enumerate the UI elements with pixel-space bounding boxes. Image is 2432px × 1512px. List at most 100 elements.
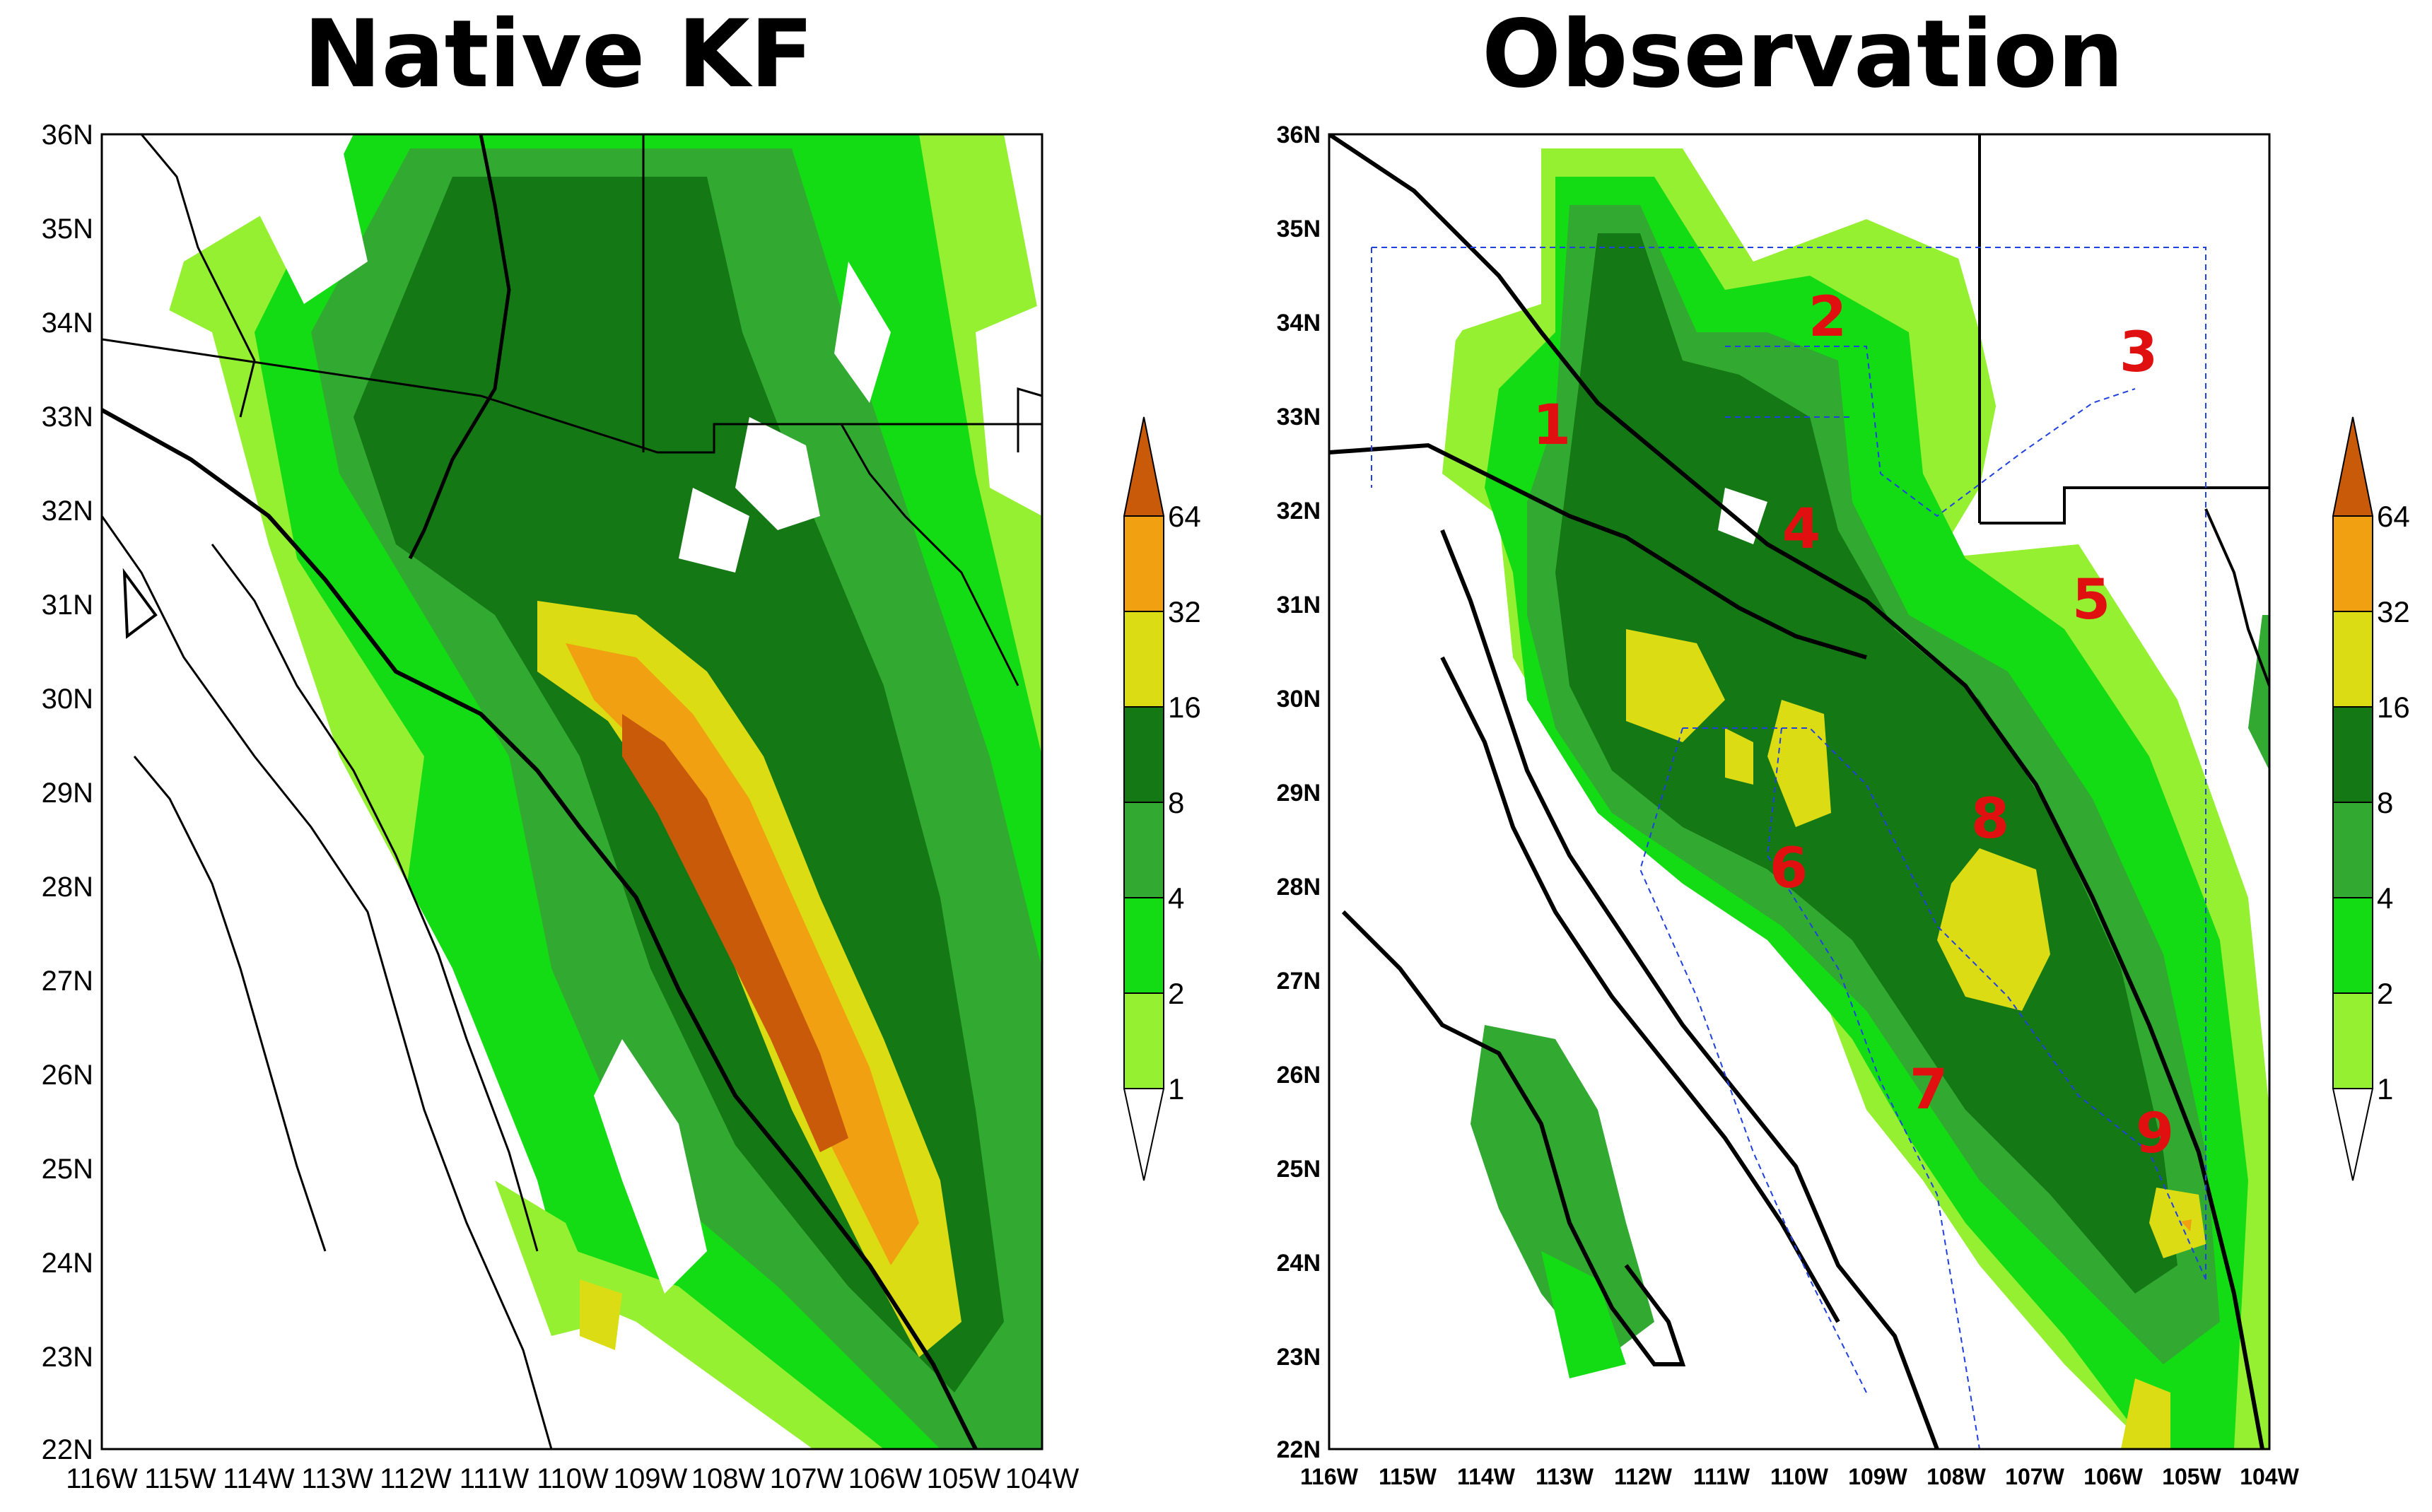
lon-tick-label: 109W [1848, 1464, 1907, 1489]
lon-tick-label: 107W [2005, 1464, 2064, 1489]
right-panel-title: Observation [1481, 0, 2124, 109]
cb-label: 2 [2377, 977, 2393, 1010]
lon-tick-label: 115W [144, 1463, 216, 1494]
lat-tick-label: 27N [1277, 968, 1321, 995]
left-colorbar: 64 32 16 8 4 2 1 [1110, 410, 1223, 1191]
lon-axis: 116W 115W 114W 113W 112W 111W 110W 109W … [1300, 1464, 2300, 1489]
region-label-8: 8 [1971, 787, 2009, 851]
lon-tick-label: 108W [691, 1463, 766, 1494]
lat-tick-label: 24N [1277, 1250, 1321, 1277]
lat-tick-label: 32N [1277, 498, 1321, 524]
lat-tick-label: 28N [1277, 874, 1321, 901]
coastlines [102, 134, 1042, 1449]
lat-tick-label: 25N [1277, 1156, 1321, 1183]
cb-label: 32 [2377, 595, 2410, 628]
lat-tick-label: 22N [1277, 1436, 1321, 1463]
lon-tick-label: 111W [460, 1463, 530, 1494]
lon-tick-label: 105W [2162, 1464, 2221, 1489]
cb-label: 1 [2377, 1072, 2393, 1106]
lat-tick-label: 31N [42, 590, 93, 621]
region-number-labels: 1 2 3 4 5 6 7 8 9 [1533, 286, 2174, 1166]
cb-label: 32 [1168, 595, 1201, 628]
lon-tick-label: 114W [223, 1463, 295, 1494]
lon-tick-label: 116W [66, 1463, 138, 1494]
observation-map-panel: 1 2 3 4 5 6 7 8 9 36N 35N 34N 33N 32N 31… [1230, 120, 2333, 1512]
lat-tick-label: 34N [1277, 310, 1321, 336]
left-panel-title: Native KF [303, 0, 814, 109]
lat-tick-label: 24N [42, 1248, 93, 1279]
lat-tick-label: 30N [1277, 686, 1321, 713]
map-frame [100, 133, 1043, 1451]
lat-axis: 36N 35N 34N 33N 32N 31N 30N 29N 28N 27N … [42, 120, 93, 1465]
observation-map: 1 2 3 4 5 6 7 8 9 36N 35N 34N 33N 32N 31… [1277, 122, 2300, 1489]
cb-label: 2 [1168, 977, 1184, 1010]
lon-tick-label: 106W [848, 1463, 923, 1494]
cb-triangle-bottom [2332, 1088, 2374, 1181]
lon-tick-label: 110W [1770, 1464, 1829, 1489]
lat-tick-label: 28N [42, 872, 93, 903]
lon-tick-label: 106W [2083, 1464, 2143, 1489]
cb-label: 16 [2377, 691, 2410, 724]
lon-tick-label: 107W [770, 1463, 844, 1494]
cb-label: 8 [1168, 786, 1184, 819]
cb-label: 16 [1168, 691, 1201, 724]
lat-tick-label: 29N [42, 778, 93, 809]
lat-tick-label: 32N [42, 496, 93, 527]
region-label-7: 7 [1910, 1058, 1948, 1122]
region-boundaries [1371, 247, 2206, 1449]
coastlines [1329, 134, 2269, 1449]
lon-tick-label: 105W [927, 1463, 1001, 1494]
lat-tick-label: 25N [42, 1154, 93, 1185]
region-label-9: 9 [2136, 1102, 2174, 1166]
right-colorbar: 64 32 16 8 4 2 1 [2319, 410, 2432, 1191]
lat-tick-label: 36N [42, 120, 93, 151]
lat-axis: 36N 35N 34N 33N 32N 31N 30N 29N 28N 27N … [1277, 122, 1321, 1463]
map-frame [1328, 133, 2271, 1451]
native-kf-map: 36N 35N 34N 33N 32N 31N 30N 29N 28N 27N … [42, 120, 1080, 1494]
lon-tick-label: 109W [614, 1463, 688, 1494]
lon-tick-label: 115W [1379, 1464, 1437, 1489]
lat-tick-label: 26N [42, 1060, 93, 1091]
lon-tick-label: 114W [1457, 1464, 1516, 1489]
lon-tick-label: 112W [380, 1463, 452, 1494]
lon-tick-label: 111W [1693, 1464, 1750, 1489]
cb-label: 64 [2377, 500, 2410, 533]
lat-tick-label: 23N [1277, 1344, 1321, 1371]
lat-tick-label: 33N [42, 402, 93, 433]
cb-triangle-top [1123, 416, 1165, 517]
lon-tick-label: 104W [1005, 1463, 1080, 1494]
region-label-5: 5 [2072, 568, 2110, 632]
cb-label: 64 [1168, 500, 1201, 533]
lat-tick-label: 30N [42, 684, 93, 715]
lat-tick-label: 35N [42, 213, 93, 245]
native-kf-map-panel: 36N 35N 34N 33N 32N 31N 30N 29N 28N 27N … [0, 120, 1089, 1512]
cb-triangle-bottom [1123, 1088, 1165, 1181]
lat-tick-label: 27N [42, 966, 93, 997]
lat-tick-label: 34N [42, 307, 93, 339]
region-label-6: 6 [1770, 837, 1808, 901]
lon-tick-label: 108W [1927, 1464, 1986, 1489]
lat-tick-label: 36N [1277, 122, 1321, 148]
region-label-3: 3 [2120, 321, 2158, 385]
lon-tick-label: 116W [1300, 1464, 1359, 1489]
lon-tick-label: 113W [301, 1463, 373, 1494]
region-label-2: 2 [1808, 286, 1847, 349]
cb-triangle-top [2332, 416, 2374, 517]
lon-axis: 116W 115W 114W 113W 112W 111W 110W 109W … [66, 1463, 1079, 1494]
lat-tick-label: 33N [1277, 404, 1321, 430]
lon-tick-label: 112W [1614, 1464, 1673, 1489]
lon-tick-label: 104W [2240, 1464, 2299, 1489]
cb-label: 4 [2377, 881, 2393, 915]
lat-tick-label: 35N [1277, 216, 1321, 242]
lat-tick-label: 23N [42, 1342, 93, 1373]
lat-tick-label: 22N [42, 1434, 93, 1465]
lon-tick-label: 113W [1536, 1464, 1594, 1489]
cb-label: 8 [2377, 786, 2393, 819]
lon-tick-label: 110W [537, 1463, 609, 1494]
precip-field [102, 134, 1042, 1449]
cb-label: 1 [1168, 1072, 1184, 1106]
region-label-4: 4 [1782, 498, 1820, 561]
lat-tick-label: 29N [1277, 780, 1321, 807]
region-label-1: 1 [1533, 394, 1571, 457]
lat-tick-label: 26N [1277, 1062, 1321, 1089]
